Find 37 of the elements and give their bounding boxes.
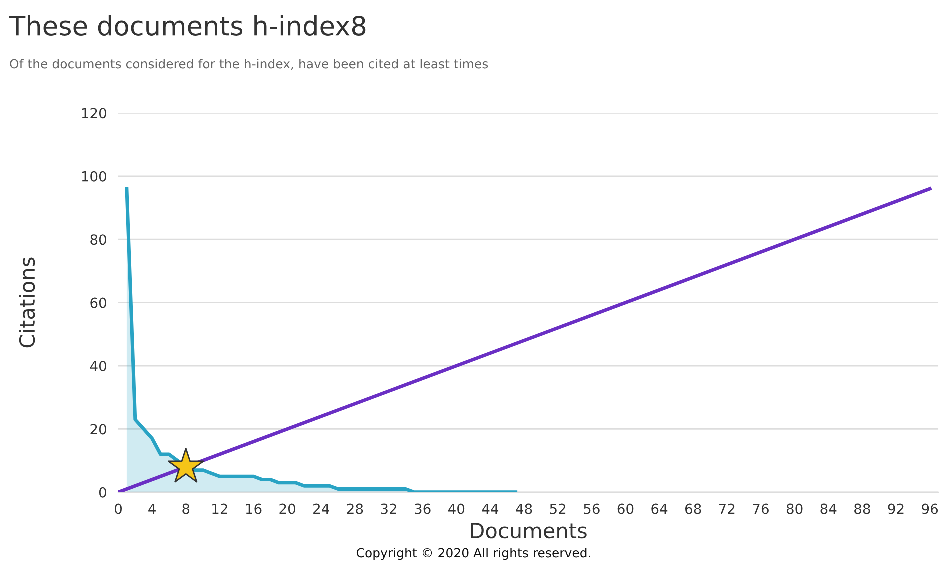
text: Copyright © 2020 All rights reserved. [356,548,590,560]
x-tick-label: 92 [888,504,904,514]
x-tick-label: 52 [550,504,566,514]
x-tick-label: 48 [516,504,532,514]
y-tick-label: 100 [82,171,106,182]
x-tick-label: 76 [753,504,769,514]
y-axis-title: Citations [19,258,36,348]
y-tick-label: 80 [90,234,106,246]
x-tick-label: 32 [381,504,396,514]
x-tick-label: 88 [854,504,870,514]
x-tick-label: 44 [482,504,499,514]
x-tick-label: 60 [618,504,634,514]
x-tick-label: 68 [685,504,702,514]
x-tick-label: 40 [448,504,465,514]
x-tick-label: 84 [820,504,837,514]
x-tick-label: 64 [652,504,668,514]
x-tick-label: 12 [212,504,228,514]
x-tick-label: 16 [246,504,262,514]
x-tick-label: 36 [415,504,431,514]
x-tick-label: 4 [148,504,156,514]
x-tick-label: 28 [347,504,364,514]
x-axis-title: Documents [471,523,587,539]
y-tick-label: 0 [99,487,106,498]
x-tick-label: 80 [786,504,803,514]
x-tick-label: 24 [314,504,330,514]
x-tick-label: 8 [182,504,190,514]
chart-subtitle: Of the documents considered for the h-index, have been cited at least times [10,59,488,70]
y-tick-label: 120 [82,108,106,119]
x-tick-label: 0 [114,504,122,514]
y-tick-label: 20 [90,424,106,435]
x-tick-label: 56 [584,504,600,514]
x-tick-label: 72 [719,504,735,514]
x-tick-label: 96 [922,504,938,514]
y-tick-label: 60 [90,298,106,308]
x-tick-label: 20 [280,504,296,514]
y-tick-label: 40 [90,360,106,372]
chart-title: These documents h-index8 [9,16,366,36]
